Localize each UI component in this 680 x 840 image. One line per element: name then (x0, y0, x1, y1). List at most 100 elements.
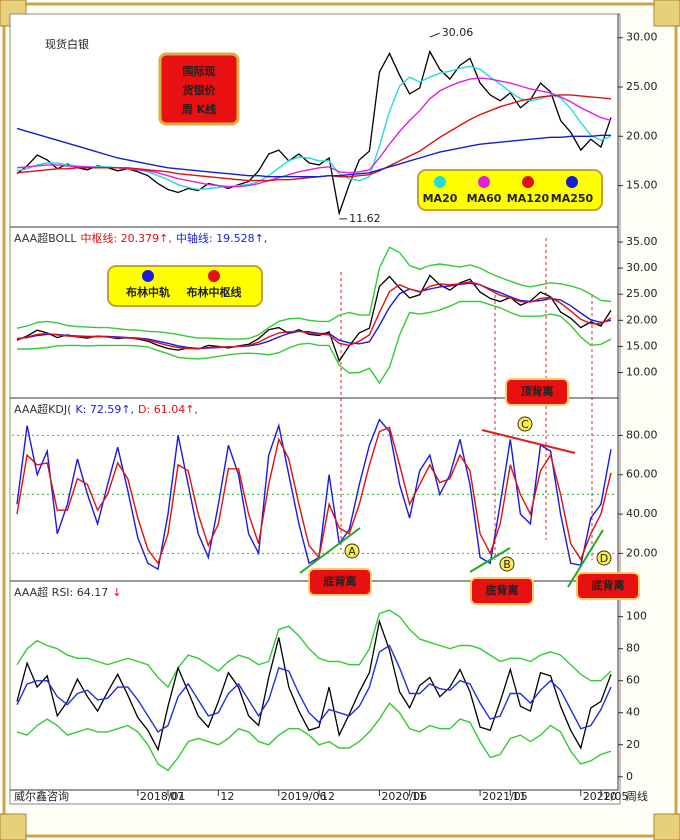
legend-label: MA120 (507, 192, 550, 205)
legend-dot (142, 270, 154, 282)
legend-dot (478, 176, 490, 188)
marker-circle (596, 550, 612, 566)
callout-text: 底背离 (324, 574, 357, 588)
corner (653, 0, 680, 27)
callout-text: 底背离 (486, 583, 519, 597)
y-tick-label: 20.00 (626, 313, 658, 326)
y-tick-label: 25.00 (626, 287, 658, 300)
panel-header: AAA超BOLL 中枢线: 20.379↑, 中轴线: 19.528↑, (14, 231, 267, 245)
marker-circle (517, 416, 533, 432)
callout-box (308, 568, 372, 596)
y-tick-label: 80 (626, 642, 640, 655)
legend-dot (434, 176, 446, 188)
y-tick-label: 15.00 (626, 339, 658, 352)
marker-circle (499, 556, 515, 572)
readout: 中枢线: 20.379↑, (80, 231, 171, 245)
y-tick-label: 80.00 (626, 428, 658, 441)
plot-area (9, 13, 621, 805)
legend-label: MA20 (423, 192, 458, 205)
header-text: AAA超KDJ( (14, 402, 71, 416)
low-label: 11.62 (349, 212, 381, 225)
y-tick-label: 10.00 (626, 366, 658, 379)
source-label: 威尔鑫咨询 (14, 789, 69, 803)
y-tick-label: 100 (626, 610, 647, 623)
y-tick-label: 40.00 (626, 507, 658, 520)
legend-label: 布林中轨 (126, 285, 170, 299)
legend-dot (208, 270, 220, 282)
series-line (16, 418, 612, 571)
series-line (16, 609, 612, 689)
high-label: 30.06 (442, 26, 474, 39)
readout: 中轴线: 19.528↑, (176, 231, 267, 245)
legend-dot (522, 176, 534, 188)
period-label: 周线 (626, 789, 648, 803)
x-tick-label: 2021/05 (482, 790, 528, 803)
callout-text: 顶背离 (521, 384, 554, 398)
marker-label: D (600, 552, 608, 565)
x-tick-label: 11 (512, 790, 526, 803)
callout-box (505, 378, 569, 406)
badge-text: 周 K线 (182, 102, 216, 116)
divergence-line (299, 527, 361, 574)
y-tick-label: 15.00 (626, 179, 658, 192)
badge (158, 52, 240, 126)
y-tick-label: 20.00 (626, 129, 658, 142)
high-marker (429, 32, 440, 38)
y-tick-label: 60.00 (626, 468, 658, 481)
marker-label: B (503, 558, 511, 571)
x-tick-label: 2020/06 (381, 790, 427, 803)
marker-label: A (348, 545, 356, 558)
x-tick-label: 2019/06 (281, 790, 327, 803)
series-line (16, 426, 612, 565)
divergence-line (481, 429, 576, 454)
header-text: AAA超 RSI: 64.17 (14, 585, 108, 599)
divergence-line (567, 529, 604, 588)
y-tick-label: 60 (626, 674, 640, 687)
chart-title: 现货白银 (45, 37, 89, 51)
corner (653, 813, 680, 840)
x-tick-label: 2022/05 (583, 790, 629, 803)
series-line (16, 127, 611, 178)
x-tick-label: 11 (412, 790, 426, 803)
readout: K: 72.59↑, (75, 403, 134, 416)
legend-label: MA60 (467, 192, 502, 205)
divergence-line (469, 547, 511, 573)
series-line (16, 246, 612, 340)
x-tick-label: 12 (321, 790, 335, 803)
marker-label: C (521, 418, 529, 431)
panel-header: AAA超 RSI: 64.17 ↓ (14, 585, 121, 599)
readout: D: 61.04↑, (138, 403, 198, 416)
y-tick-label: 40 (626, 706, 640, 719)
badge-text: 货银价 (182, 83, 217, 97)
marker-circle (344, 543, 360, 559)
x-tick-label: 10 (603, 790, 617, 803)
series-line (16, 618, 612, 752)
y-tick-label: 20 (626, 738, 640, 751)
badge-text: 国际现 (183, 64, 216, 78)
callout-box (576, 572, 640, 600)
series-line (16, 280, 612, 350)
y-tick-label: 20.00 (626, 546, 658, 559)
y-tick-label: 30.00 (626, 261, 658, 274)
legend-box (417, 169, 603, 211)
x-tick-label: 12 (220, 790, 234, 803)
callout-box (470, 577, 534, 605)
readout: ↓ (112, 586, 121, 599)
x-tick-label: 2018/01 (140, 790, 186, 803)
x-tick-label: 07 (170, 790, 184, 803)
series-line (17, 300, 612, 385)
y-tick-label: 30.00 (626, 31, 658, 44)
callout-text: 底背离 (592, 578, 625, 592)
corner (0, 813, 27, 840)
header-text: AAA超BOLL (14, 231, 77, 245)
series-line (16, 644, 612, 733)
legend-dot (566, 176, 578, 188)
panel-header: AAA超KDJ( K: 72.59↑, D: 61.04↑, (14, 402, 198, 416)
y-tick-label: 25.00 (626, 80, 658, 93)
series-line (16, 49, 612, 216)
y-tick-label: 0 (626, 770, 633, 783)
legend-label: MA250 (551, 192, 594, 205)
legend-label: 布林中枢线 (187, 285, 242, 299)
series-line (16, 702, 612, 772)
y-tick-label: 35.00 (626, 235, 658, 248)
